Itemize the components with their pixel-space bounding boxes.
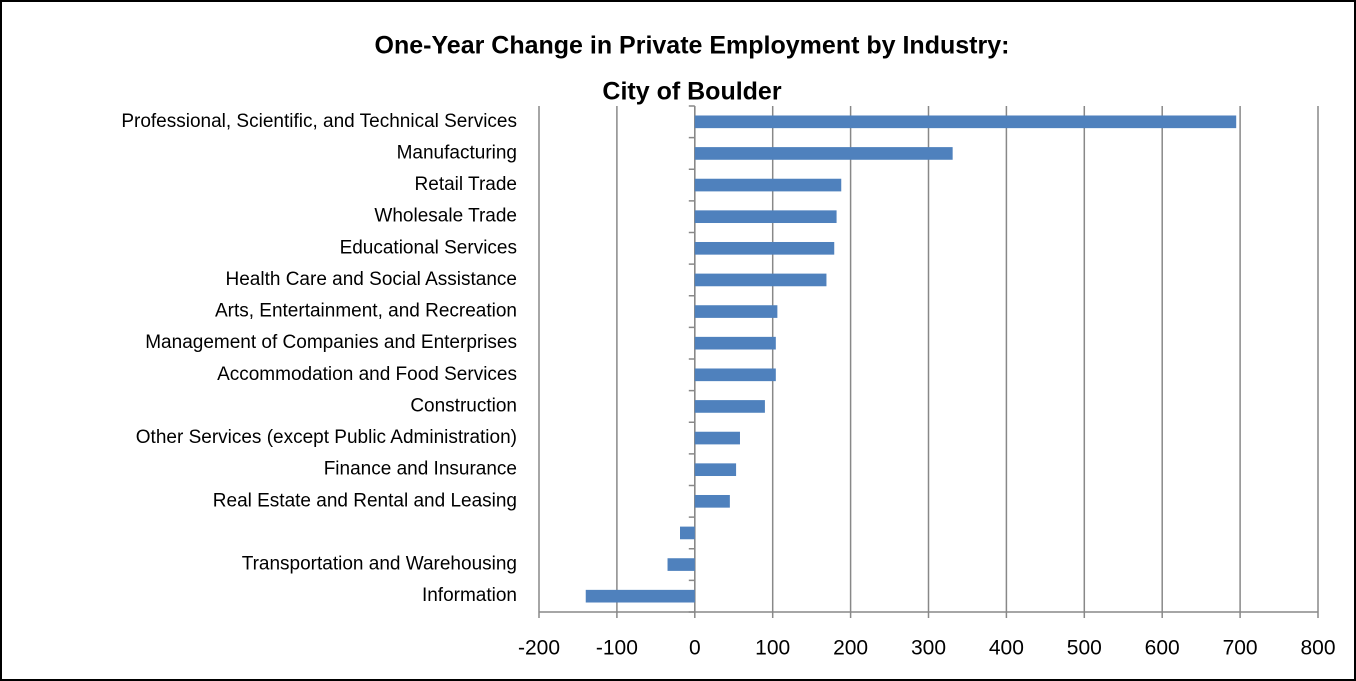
x-tick-label: 800	[1300, 637, 1335, 660]
bar	[694, 463, 737, 477]
y-tick-label: Information	[422, 585, 517, 606]
y-tick-label: Educational Services	[340, 237, 517, 258]
x-tick-label: 200	[833, 637, 868, 660]
bar	[585, 589, 695, 603]
x-tick-label: 0	[689, 637, 701, 660]
bar	[694, 494, 730, 508]
x-tick-label: 700	[1223, 637, 1258, 660]
bar	[694, 400, 765, 413]
y-tick-label: Professional, Scientific, and Technical …	[121, 111, 517, 132]
y-tick-label: Finance and Insurance	[324, 459, 517, 480]
x-tick-label: -200	[518, 637, 560, 660]
bar	[694, 431, 740, 445]
chart-title: One-Year Change in Private Employment by…	[375, 32, 1010, 60]
bar	[694, 115, 1237, 129]
x-tick-label: 300	[911, 637, 946, 660]
bar	[667, 558, 695, 571]
y-tick-label: Construction	[410, 395, 517, 416]
chart-title: City of Boulder	[602, 78, 781, 106]
x-tick-label: 400	[989, 637, 1024, 660]
x-tick-label: -100	[596, 637, 638, 660]
bar	[694, 336, 776, 350]
x-tick-label: 500	[1067, 637, 1102, 660]
x-tick-label: 600	[1145, 637, 1180, 660]
bar	[679, 526, 695, 540]
y-tick-label: Transportation and Warehousing	[242, 554, 517, 575]
bar	[694, 210, 837, 224]
y-tick-label: Other Services (except Public Administra…	[136, 427, 517, 448]
bar	[694, 241, 835, 255]
bar	[694, 178, 842, 192]
y-tick-label: Real Estate and Rental and Leasing	[213, 490, 517, 511]
y-tick-label: Wholesale Trade	[374, 206, 517, 227]
y-tick-label: Retail Trade	[415, 174, 517, 195]
y-tick-label: Management of Companies and Enterprises	[145, 332, 517, 353]
bar	[694, 147, 953, 160]
bar	[694, 305, 778, 318]
bar	[694, 368, 776, 382]
y-tick-label: Manufacturing	[397, 142, 517, 163]
x-tick-label: 100	[755, 637, 790, 660]
y-tick-label: Health Care and Social Assistance	[226, 269, 518, 290]
bar	[694, 273, 827, 287]
y-tick-label: Accommodation and Food Services	[217, 364, 517, 385]
y-tick-label: Arts, Entertainment, and Recreation	[215, 301, 517, 322]
